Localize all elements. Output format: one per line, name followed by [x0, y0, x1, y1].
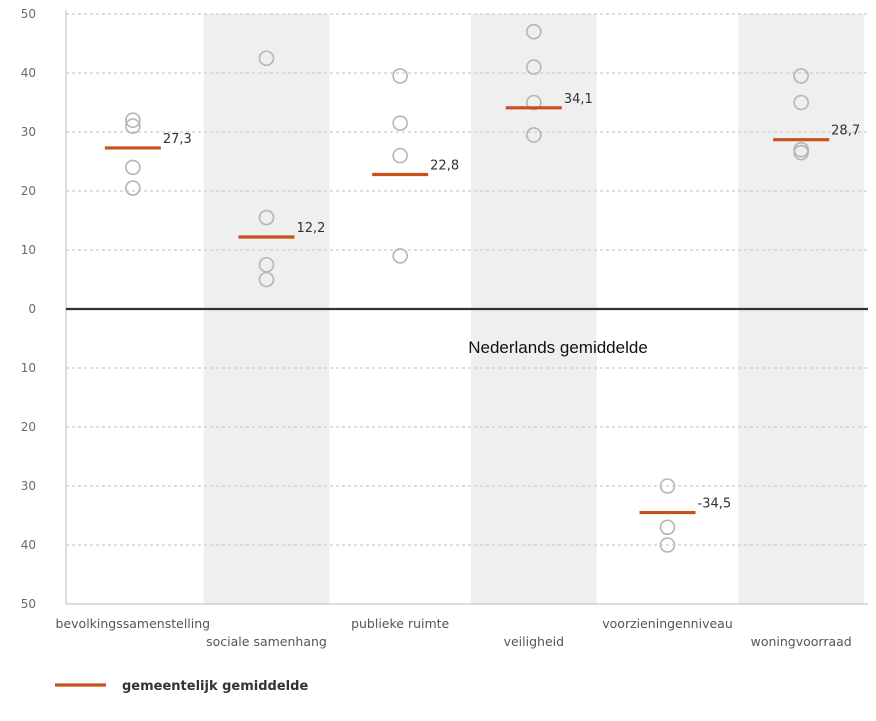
category-labels: bevolkingssamenstelling sociale samenhang…: [56, 616, 852, 649]
category-label: woningvoorraad: [751, 634, 852, 649]
category-label: veiligheid: [504, 634, 564, 649]
y-tick-label: 20: [21, 184, 36, 198]
category-label: bevolkingssamenstelling: [56, 616, 211, 631]
data-point: [125, 159, 141, 176]
gridlines: [66, 13, 868, 546]
y-tick-labels: 50 40 30 20 10 0 10 20 30 40 50: [21, 7, 36, 611]
data-point: [659, 519, 676, 536]
mean-label: 12,2: [297, 221, 326, 236]
data-point: [793, 94, 809, 111]
data-point: [793, 144, 809, 161]
data-point: [125, 118, 141, 134]
y-tick-label: 50: [21, 7, 36, 21]
data-point: [392, 115, 408, 131]
y-tick-label: 40: [21, 538, 36, 552]
y-tick-label: 50: [21, 597, 36, 611]
category-label: publieke ruimte: [351, 616, 449, 631]
y-tick-label: 30: [21, 125, 36, 139]
axes: [65, 10, 868, 605]
data-point: [125, 180, 141, 196]
data-point: [526, 127, 542, 143]
data-point: [258, 209, 275, 226]
mean-label: 34,1: [564, 92, 593, 107]
mean-label: -34,5: [698, 497, 732, 512]
data-point: [392, 68, 408, 84]
data-point: [793, 68, 809, 84]
category-label: voorzieningenniveau: [602, 616, 733, 631]
mean-label: 22,8: [430, 158, 459, 173]
y-tick-label: 0: [28, 302, 36, 316]
y-tick-label: 10: [21, 243, 36, 257]
data-point: [392, 248, 408, 264]
mean-label: 28,7: [831, 124, 860, 139]
legend-label: gemeentelijk gemiddelde: [122, 679, 308, 694]
category-label: sociale samenhang: [206, 634, 327, 649]
data-point: [125, 112, 141, 128]
y-tick-label: 30: [21, 479, 36, 493]
data-point: [258, 271, 275, 288]
data-point: [526, 59, 542, 75]
data-point: [392, 147, 408, 164]
data-point: [258, 50, 275, 67]
data-point: [526, 23, 542, 40]
mean-markers: 27,3 12,2 22,8 34,1 -34,5 28,7: [104, 92, 860, 515]
reference-annotation: Nederlands gemiddelde: [468, 338, 648, 357]
y-tick-label: 10: [21, 361, 36, 375]
data-point: [659, 478, 676, 494]
legend: gemeentelijk gemiddelde: [55, 679, 308, 694]
data-point: [659, 537, 676, 553]
data-points: [125, 23, 809, 553]
y-tick-label: 20: [21, 420, 36, 434]
data-point: [526, 94, 542, 111]
y-tick-label: 40: [21, 66, 36, 80]
mean-label: 27,3: [163, 132, 192, 147]
